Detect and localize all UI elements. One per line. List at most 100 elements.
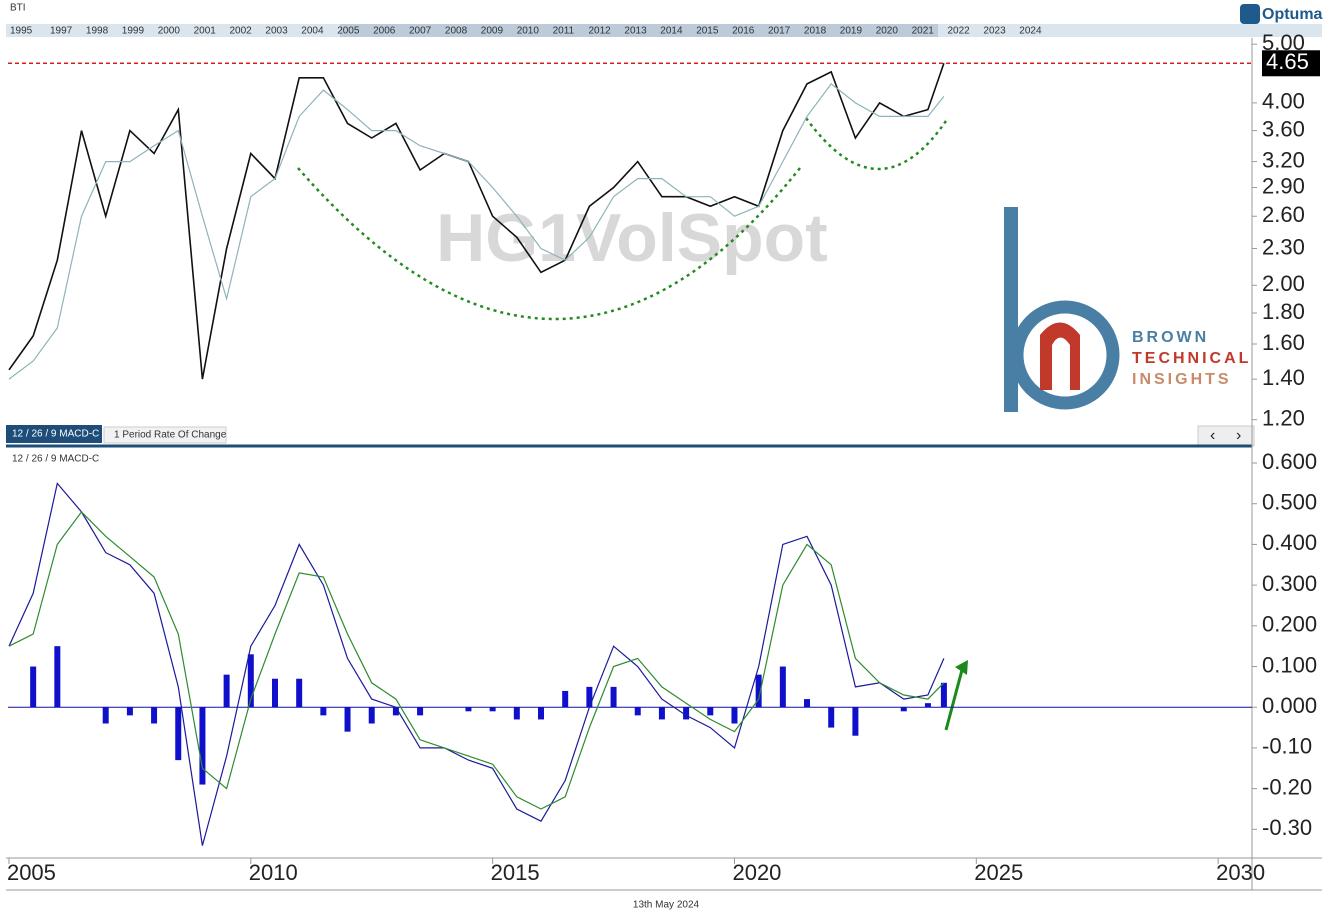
histogram-bar <box>683 707 690 720</box>
histogram-bar <box>320 707 327 716</box>
y-tick-label: 1.60 <box>1262 330 1305 355</box>
tab-label[interactable]: 1 Period Rate Of Change <box>114 430 227 441</box>
navigator-year: 2015 <box>696 26 719 37</box>
histogram-bar <box>392 707 399 716</box>
scroll-right[interactable]: › <box>1236 427 1241 444</box>
histogram-bar <box>199 707 206 785</box>
tab[interactable] <box>103 426 227 444</box>
navigator-year: 2019 <box>840 26 863 37</box>
histogram-bar <box>223 674 230 708</box>
y-tick-label: 0.300 <box>1262 571 1317 596</box>
navigator-year: 2021 <box>912 26 935 37</box>
last-value-label: 4.65 <box>1266 49 1309 74</box>
logo-text: INSIGHTS <box>1132 371 1232 388</box>
navigator-year: 2001 <box>194 26 217 37</box>
scroll-buttons[interactable] <box>1197 425 1255 447</box>
date: 13th May 2024 <box>633 900 700 911</box>
histogram-bar <box>247 654 254 708</box>
histogram-bar <box>465 707 472 712</box>
y-tick-label: 1.80 <box>1262 299 1305 324</box>
watermark: HG1VolSpot <box>436 200 828 276</box>
histogram-bar <box>731 707 738 724</box>
navigator-year: 2009 <box>481 26 504 37</box>
histogram-bar <box>779 666 786 708</box>
y-tick-label: 0.500 <box>1262 490 1317 515</box>
navigator-year: 2014 <box>660 26 683 37</box>
y-tick-label: 0.400 <box>1262 530 1317 555</box>
series-line <box>8 482 945 846</box>
navigator-year: 2010 <box>517 26 540 37</box>
series-line <box>8 83 945 380</box>
histogram-bar <box>610 686 617 708</box>
x-tick-label: 2025 <box>974 860 1023 885</box>
histogram-bar <box>707 707 714 716</box>
histogram-bar <box>562 690 569 708</box>
histogram-bar <box>658 707 665 720</box>
logo-mark <box>1040 322 1080 390</box>
histogram-bar <box>175 707 182 761</box>
navigator-year: 2020 <box>876 26 899 37</box>
navigator-year: 2022 <box>948 26 971 37</box>
histogram-bar <box>296 678 303 708</box>
y-tick-label: 2.90 <box>1262 173 1305 198</box>
histogram-bar <box>151 707 158 724</box>
navigator-year: 2000 <box>158 26 181 37</box>
histogram-bar <box>804 699 811 708</box>
navigator-year: 2012 <box>589 26 612 37</box>
x-tick-label: 2015 <box>491 860 540 885</box>
histogram-bar <box>102 707 109 724</box>
logo-stem <box>1004 207 1018 412</box>
navigator-year: 1999 <box>122 26 145 37</box>
histogram-bar <box>271 678 278 708</box>
y-tick-label: 0.100 <box>1262 652 1317 677</box>
navigator-year: 2013 <box>624 26 647 37</box>
histogram-bar <box>634 707 641 716</box>
histogram-bar <box>586 686 593 708</box>
histogram-bar <box>489 707 496 712</box>
histogram-bar <box>513 707 520 720</box>
logo-bowl <box>1010 300 1120 410</box>
navigator-year: 2016 <box>732 26 755 37</box>
histogram-bar <box>924 703 931 708</box>
navigator-window <box>340 24 938 37</box>
navigator-year: 2017 <box>768 26 791 37</box>
histogram-bar <box>755 674 762 708</box>
navigator-year: 1997 <box>50 26 73 37</box>
histogram-bar <box>828 707 835 728</box>
cup-arc <box>297 167 801 321</box>
logo-text: BROWN <box>1132 329 1209 346</box>
navigator-year: 1998 <box>86 26 109 37</box>
histogram-bar <box>54 646 61 708</box>
y-tick-label: 3.60 <box>1262 116 1305 141</box>
navigator-year: 2018 <box>804 26 827 37</box>
navigator-years: 1995 1997 1998 1999 2000 2001 2002 2003 2004 2005… <box>10 26 1042 37</box>
y-tick-label: 2.60 <box>1262 202 1305 227</box>
histogram-bar <box>126 707 133 716</box>
handle-arc <box>804 117 950 171</box>
x-tick-label: 2010 <box>249 860 298 885</box>
symbol: BTI <box>10 3 26 14</box>
y-tick-label: 0.600 <box>1262 449 1317 474</box>
scroll-left[interactable]: ‹ <box>1210 427 1215 444</box>
navigator-year: 2004 <box>301 26 324 37</box>
y-tick-label: -0.20 <box>1262 774 1312 799</box>
y-tick-label: 1.40 <box>1262 365 1305 390</box>
y-tick-label: 1.20 <box>1262 406 1305 431</box>
x-tick-label: 2030 <box>1216 860 1265 885</box>
brand-icon <box>1240 4 1260 24</box>
logo-text: TECHNICAL <box>1132 350 1251 367</box>
histogram-bar <box>538 707 545 720</box>
y-tick-label: 0.200 <box>1262 612 1317 637</box>
navigator-year: 2024 <box>1019 26 1042 37</box>
arrow <box>944 669 964 731</box>
tab[interactable] <box>6 425 102 443</box>
histogram-bar <box>30 666 37 708</box>
last-value-box <box>1262 50 1320 77</box>
x-tick-label: 2005 <box>7 860 56 885</box>
navigator-year: 1995 <box>10 26 33 37</box>
histogram-bar <box>344 707 351 732</box>
logo: BROWN TECHNICAL INSIGHTS <box>1004 207 1251 412</box>
tab-label[interactable]: 12 / 26 / 9 MACD-C <box>12 429 99 440</box>
